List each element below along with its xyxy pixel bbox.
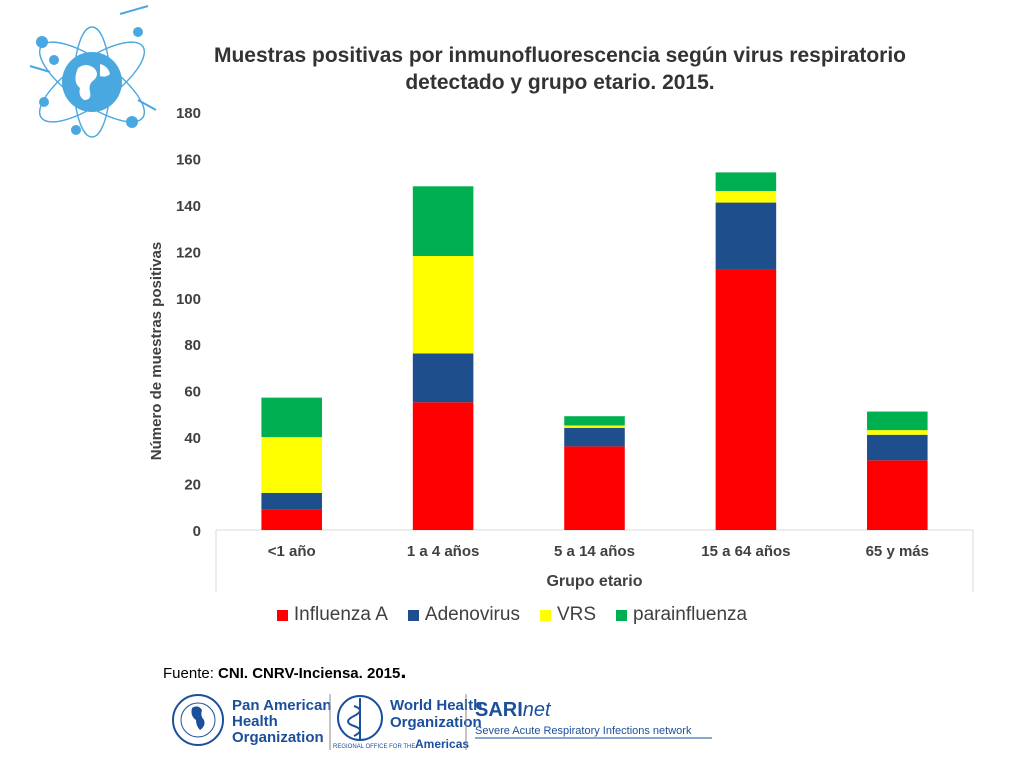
source-dot: .: [400, 658, 407, 683]
legend-swatch: [616, 609, 628, 621]
bar-segment: [412, 255, 474, 354]
bar-segment: [564, 425, 625, 428]
y-tick-label: 120: [176, 244, 201, 261]
sarinet-logo: SARInet Severe Acute Respiratory Infecti…: [475, 699, 712, 739]
paho-line-2: Health: [232, 713, 278, 730]
legend-label: Adenovirus: [424, 604, 520, 625]
paho-line-3: Organization: [232, 729, 324, 746]
bar-segment: [412, 402, 474, 530]
x-tick-label: 1 a 4 años: [407, 543, 480, 560]
x-tick-label: 5 a 14 años: [554, 543, 635, 560]
sari-italic: net: [523, 699, 552, 721]
who-line-2: Organization: [390, 714, 482, 731]
bar-segment: [867, 434, 928, 461]
source-text: CNI. CNRV-Inciensa. 2015: [218, 665, 401, 682]
bar-segment: [867, 411, 928, 431]
y-tick-label: 140: [176, 198, 201, 215]
footer-logos: Pan American Health Organization World H…: [172, 694, 712, 751]
y-tick-label: 100: [176, 291, 201, 308]
who-logo: World Health Organization REGIONAL OFFIC…: [333, 695, 482, 751]
source-note: Fuente: CNI. CNRV-Inciensa. 2015.: [163, 658, 406, 684]
legend-item: Influenza A: [276, 604, 388, 626]
legend-item: VRS: [539, 604, 597, 626]
source-label: Fuente:: [163, 665, 219, 682]
bar-segment: [715, 202, 777, 270]
bar-segment: [412, 353, 474, 403]
svg-text:SARInet: SARInet: [475, 699, 552, 721]
bar-segment: [261, 397, 322, 438]
bar-segment: [261, 509, 322, 530]
x-tick-label: <1 año: [268, 543, 316, 560]
legend-label: parainfluenza: [633, 604, 748, 625]
legend-item: parainfluenza: [616, 604, 747, 626]
bar-segment: [867, 460, 928, 530]
y-tick-label: 20: [184, 477, 201, 494]
bar-segment: [867, 430, 928, 435]
x-tick-label: 65 y más: [866, 543, 929, 560]
legend-swatch: [276, 609, 288, 621]
chart-legend: Influenza A Adenovirus VRS parainfluenza: [0, 604, 1024, 626]
legend-label: VRS: [556, 604, 597, 625]
bar-segment: [564, 427, 625, 447]
bar-segment: [261, 437, 322, 493]
x-axis-title: Grupo etario: [546, 573, 642, 590]
y-tick-label: 180: [176, 105, 201, 122]
bar-segment: [261, 492, 322, 510]
y-tick-label: 40: [184, 430, 201, 447]
y-axis-title: Número de muestras positivas: [148, 242, 165, 460]
y-tick-label: 0: [193, 523, 201, 540]
legend-label: Influenza A: [293, 604, 388, 625]
bar-segment: [412, 186, 474, 256]
who-sub-big: Americas: [415, 737, 469, 751]
legend-swatch: [407, 609, 419, 621]
y-tick-label: 60: [184, 384, 201, 401]
y-tick-label: 160: [176, 151, 201, 168]
who-line-1: World Health: [390, 697, 482, 714]
bar-segment: [715, 190, 777, 203]
legend-swatch: [539, 609, 551, 621]
bar-segment: [715, 172, 777, 191]
chart-title: Muestras positivas por inmunofluorescenc…: [213, 44, 906, 94]
bar-segment: [564, 446, 625, 530]
globe-virus-logo: [29, 5, 157, 138]
sari-sub: Severe Acute Respiratory Infections netw…: [475, 725, 692, 737]
bar-segment: [564, 416, 625, 426]
x-tick-label: 15 a 64 años: [701, 543, 790, 560]
paho-logo: Pan American Health Organization: [172, 694, 332, 746]
sari-bold: SARI: [475, 699, 523, 721]
who-sub-small: REGIONAL OFFICE FOR THE: [333, 744, 415, 750]
legend-item: Adenovirus: [407, 604, 520, 626]
bar-segment: [715, 269, 777, 530]
y-tick-label: 80: [184, 337, 201, 354]
paho-line-1: Pan American: [232, 697, 332, 714]
